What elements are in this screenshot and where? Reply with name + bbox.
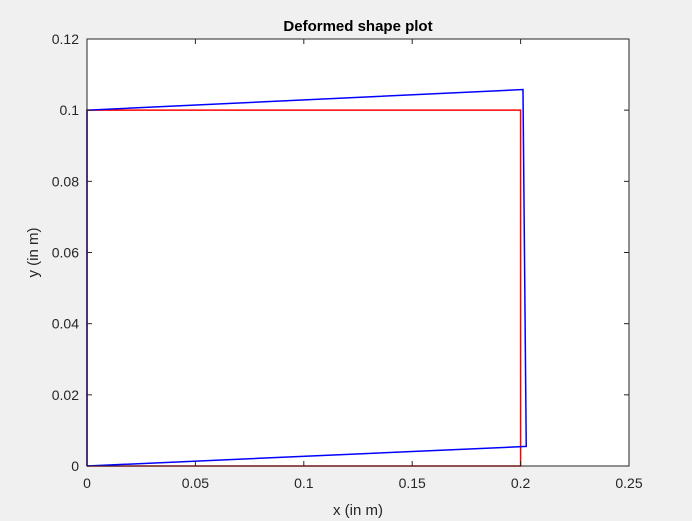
y-tick-label: 0.1 [60,102,80,118]
y-tick-label: 0 [71,458,79,474]
x-tick-label: 0 [83,475,91,491]
plot-area [87,39,629,466]
x-tick-label: 0.15 [399,475,426,491]
ticks-layer: 0 0.05 0.1 0.15 0.2 0.25 0 0.02 0.04 0.06 0.08 0.1 0… [52,31,643,491]
x-tick-label: 0.2 [511,475,531,491]
x-tick-label: 0.05 [182,475,209,491]
chart-title: Deformed shape plot [283,18,432,35]
y-tick-label: 0.04 [52,316,79,332]
y-tick-label: 0.02 [52,387,79,403]
x-tick-label: 0.25 [615,475,642,491]
y-axis-label: y (in m) [25,228,42,278]
y-tick-label: 0.08 [52,173,79,189]
y-tick-label: 0.12 [52,31,79,47]
x-axis-label: x (in m) [333,502,383,519]
x-tick-label: 0.1 [294,475,314,491]
y-tick-label: 0.06 [52,245,79,261]
